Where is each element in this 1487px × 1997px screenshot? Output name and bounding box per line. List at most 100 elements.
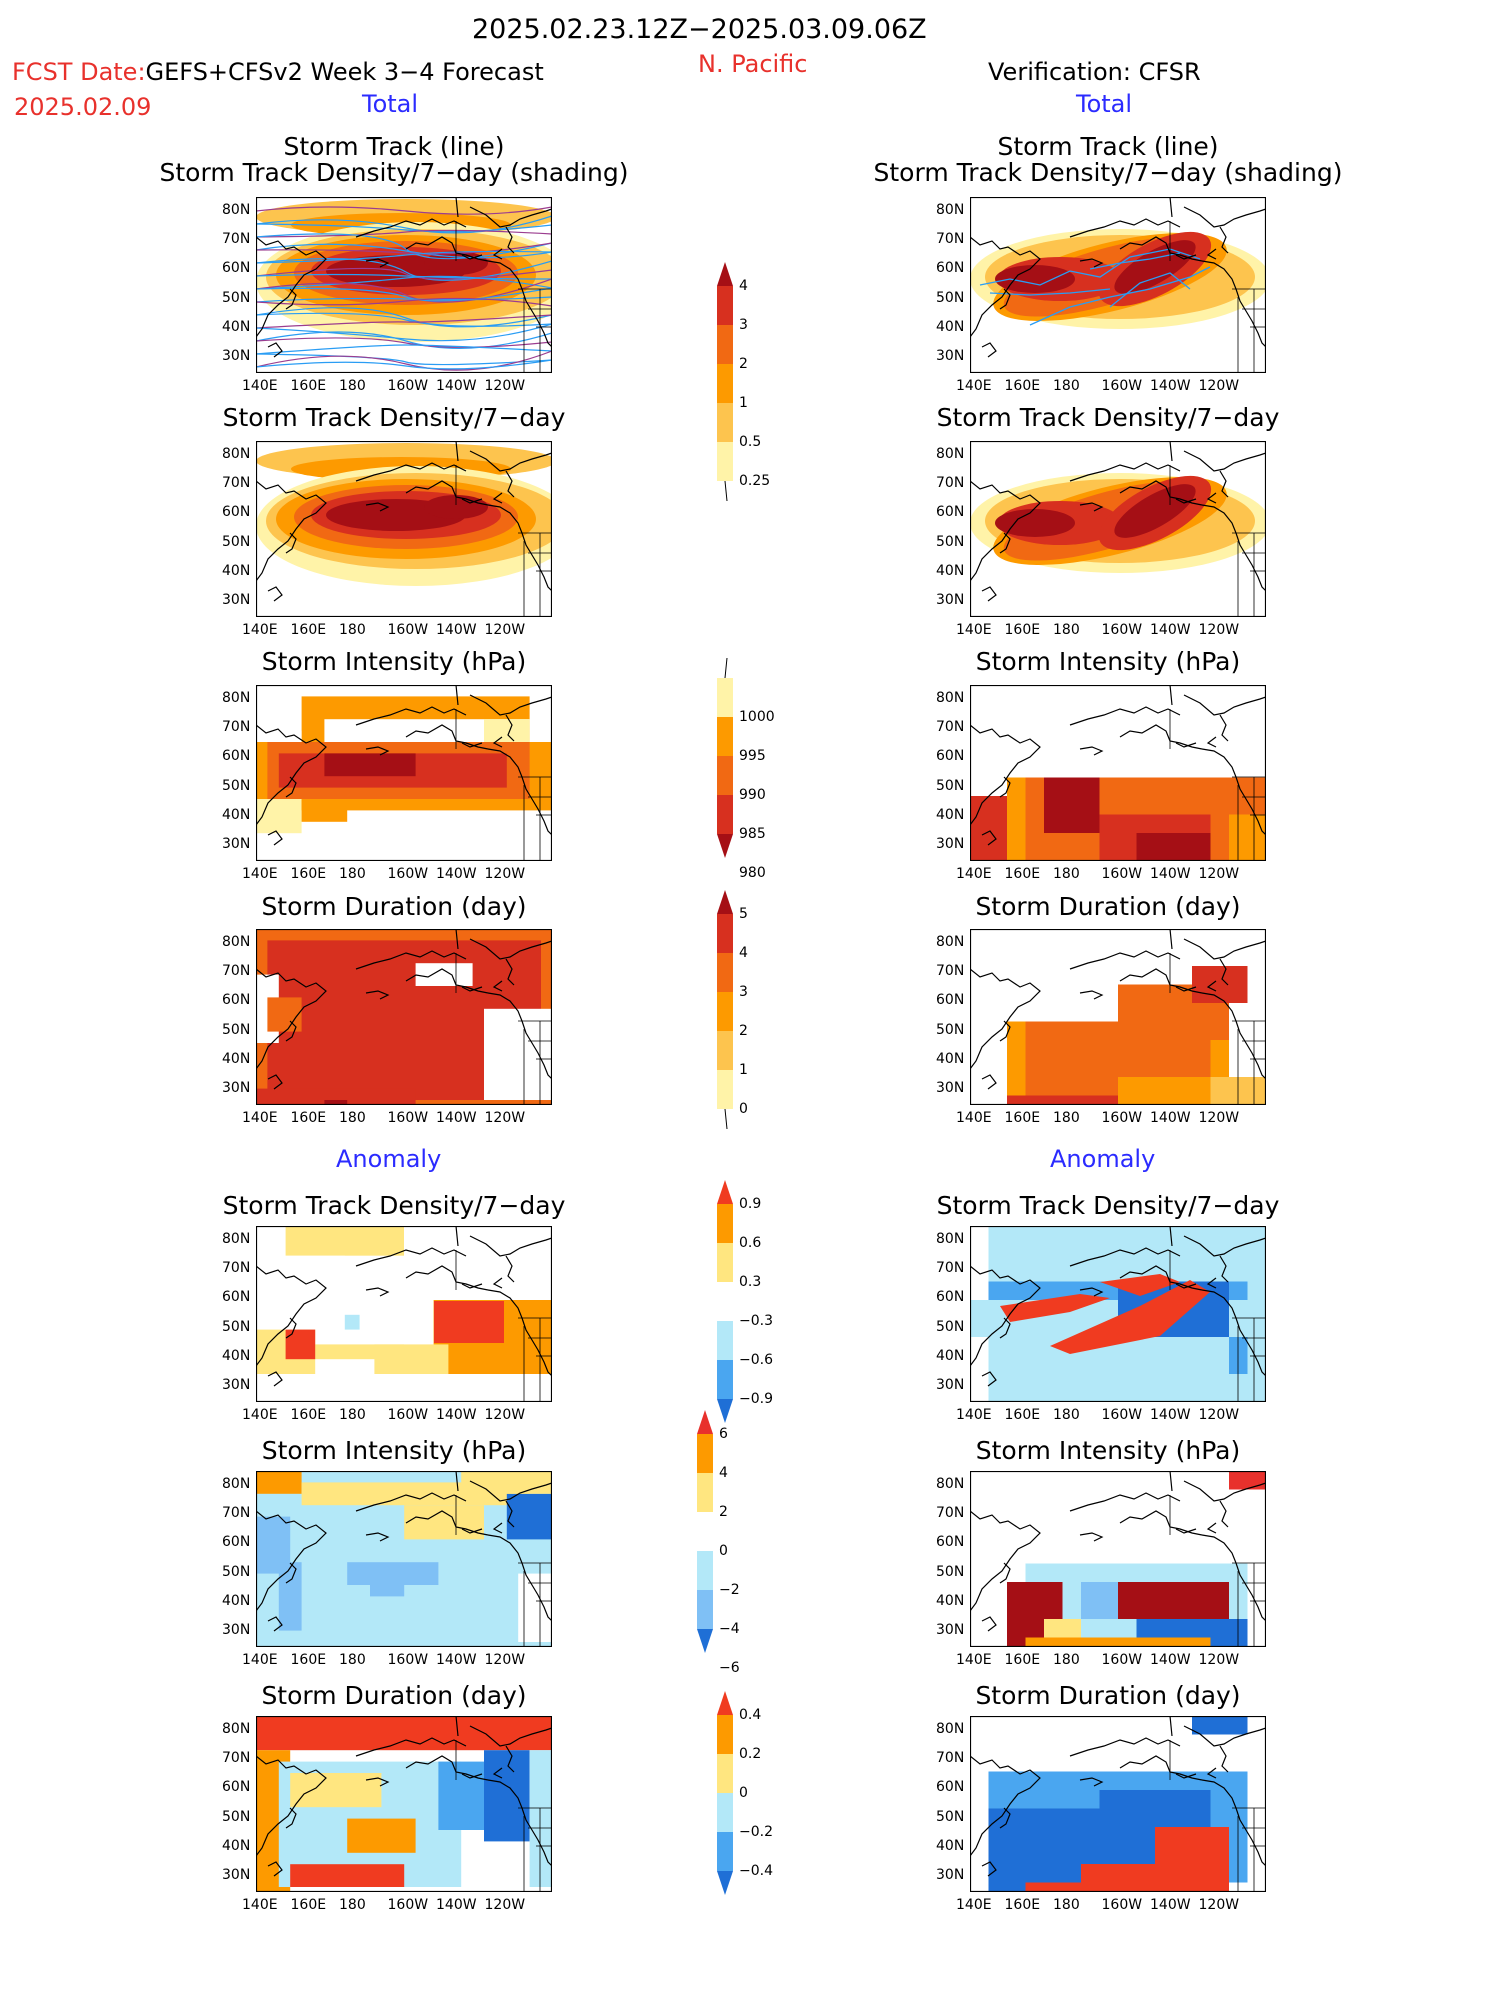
lon-tick: 160W [1101, 622, 1143, 638]
title-track-left: Storm Track (line) [283, 132, 505, 161]
borders [1169, 709, 1266, 861]
cbar-duration-anomaly-label: −0.2 [739, 1824, 773, 1840]
lat-tick: 80N [222, 1721, 251, 1737]
lon-tick: 140W [436, 866, 477, 882]
borders [1169, 953, 1266, 1105]
map-canvas [256, 441, 552, 617]
lat-tick: 50N [936, 1563, 965, 1580]
borders [455, 709, 552, 861]
cbar-segment [697, 1512, 713, 1551]
lat-tick: 70N [936, 475, 965, 492]
shade-cell [344, 1314, 360, 1330]
lat-tick: 50N [222, 1318, 251, 1335]
coastline [970, 197, 1266, 358]
title-track-density-right: Storm Track Density/7−day (shading) [873, 158, 1343, 187]
cbar-segment [717, 1070, 733, 1109]
lon-tick: 160E [290, 1110, 327, 1126]
shade-cell [370, 1573, 405, 1597]
lat-tick: 60N [936, 1534, 965, 1551]
lat-tick: 30N [936, 348, 965, 364]
lat-tick: 50N [936, 1808, 965, 1825]
lat-tick: 30N [222, 592, 251, 608]
lat-tick: 60N [936, 748, 965, 765]
shade-cell [278, 1562, 302, 1631]
lat-tick: 60N [222, 504, 251, 521]
lon-tick: 140E [956, 1652, 992, 1668]
cbar-intensity-total-label: 990 [739, 787, 766, 803]
lat-tick: 40N [936, 1837, 965, 1854]
map-frame [970, 929, 1266, 1105]
map-frame [256, 441, 552, 617]
cbar-segment [717, 286, 733, 325]
lat-tick: 60N [222, 1779, 251, 1796]
shade-cell [1025, 1882, 1118, 1892]
lat-tick: 80N [222, 446, 251, 462]
shade-cell [285, 1329, 316, 1360]
lat-tick: 50N [222, 1563, 251, 1580]
cbar-tail [724, 657, 728, 679]
lat-tick: 40N [222, 562, 251, 579]
cbar-duration-total-label: 0 [739, 1101, 748, 1117]
cbar-density-anomaly-label: 0.9 [739, 1196, 762, 1212]
lon-tick: 180 [339, 1110, 366, 1126]
cbar-duration-total-label: 3 [739, 984, 748, 1000]
map-intensity-left [256, 685, 552, 861]
lat-tick: 80N [222, 202, 251, 218]
lon-tick: 160E [1004, 378, 1041, 394]
shade-cell [324, 719, 530, 742]
shade-cell [1155, 1827, 1229, 1864]
map-anom-density-right [970, 1226, 1266, 1402]
fcst-date-value: 2025.02.09 [14, 93, 152, 121]
cbar-density-anomaly-label: −0.3 [739, 1313, 773, 1329]
lon-tick: 180 [1053, 622, 1080, 638]
lat-tick: 50N [222, 1808, 251, 1825]
coastline [970, 685, 1266, 846]
right-total-header: Total [1076, 90, 1133, 118]
shade-cell [1192, 966, 1248, 1003]
lat-tick: 80N [936, 1476, 965, 1492]
map-frame [256, 685, 552, 861]
borders [455, 221, 552, 373]
cbar-segment [717, 1754, 733, 1793]
shade-cell [1081, 1864, 1229, 1892]
shade-cell [1229, 1471, 1266, 1490]
map-canvas [970, 929, 1266, 1105]
shade-cell [484, 1008, 552, 1100]
lat-tick: 70N [936, 719, 965, 736]
lat-tick: 70N [936, 1260, 965, 1277]
coastline [256, 1716, 552, 1877]
borders [455, 1740, 552, 1892]
cbar-density-anomaly-label: 0.6 [739, 1235, 762, 1251]
lat-tick: 50N [936, 777, 965, 794]
title-intensity-right: Storm Intensity (hPa) [975, 647, 1241, 676]
lat-tick: 30N [936, 1080, 965, 1096]
lat-tick: 60N [936, 260, 965, 277]
lon-tick: 140E [242, 378, 278, 394]
date-range-title: 2025.02.23.12Z−2025.03.09.06Z [472, 14, 927, 45]
coastline [256, 197, 552, 358]
cbar-intensity-anomaly-label: −2 [719, 1582, 740, 1598]
lat-tick: 30N [222, 836, 251, 852]
lat-tick: 80N [936, 1231, 965, 1247]
shade-band [1050, 1280, 1210, 1354]
cbar-density-total-label: 3 [739, 317, 748, 333]
map-canvas [256, 1471, 552, 1647]
cbar-segment [697, 1551, 713, 1590]
cbar-segment [697, 1434, 713, 1473]
lat-tick: 60N [936, 504, 965, 521]
shade-cell [290, 1864, 405, 1887]
title-track-right: Storm Track (line) [997, 132, 1219, 161]
coastline [256, 685, 552, 846]
lon-tick: 140E [956, 622, 992, 638]
cbar-triangle-bottom [717, 834, 733, 858]
cbar-segment [717, 364, 733, 403]
map-frame [256, 197, 552, 373]
lat-tick: 40N [936, 318, 965, 335]
shade-cell [256, 1088, 416, 1105]
cbar-density-total-label: 1 [739, 395, 748, 411]
cbar-density-anomaly-label: 0.3 [739, 1274, 762, 1290]
cbar-density-anomaly-label: −0.6 [739, 1352, 773, 1368]
cbar-triangle-top [697, 1410, 713, 1434]
fcst-date-label: FCST Date:GEFS+CFSv2 Week 3−4 Forecast [12, 60, 544, 84]
lat-tick: 50N [222, 1021, 251, 1038]
